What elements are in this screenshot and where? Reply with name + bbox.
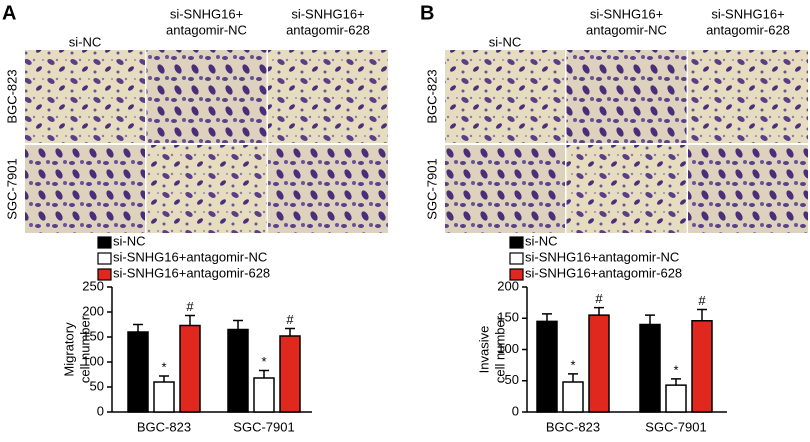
micrograph — [566, 145, 687, 233]
bar — [279, 335, 301, 413]
micrograph — [268, 145, 388, 233]
column-label: antagomir-NC — [586, 22, 667, 37]
significance-marker: * — [570, 357, 575, 372]
legend-label: si-NC — [525, 233, 558, 248]
bar — [536, 320, 558, 413]
significance-marker: # — [186, 299, 194, 314]
y-tick-label: 150 — [82, 328, 104, 343]
panel-letter: A — [2, 2, 16, 24]
micrograph — [146, 145, 267, 233]
y-axis-label: Migratory — [61, 322, 76, 377]
x-tick-label: SGC-7901 — [233, 419, 294, 434]
legend-label: si-SNHG16+antagomir-628 — [525, 265, 682, 280]
bar — [127, 331, 149, 413]
bar — [588, 314, 610, 413]
significance-marker: # — [286, 312, 294, 327]
y-tick-label: 50 — [90, 378, 104, 393]
bar — [691, 320, 713, 413]
significance-marker: # — [595, 291, 603, 306]
legend-swatch — [97, 252, 112, 265]
y-axis-label: Invasive — [476, 326, 491, 374]
bar — [253, 377, 275, 413]
legend-swatch — [97, 236, 112, 249]
y-tick-label: 0 — [512, 403, 519, 418]
row-label: BGC-823 — [424, 69, 439, 123]
y-tick-label: 250 — [82, 278, 104, 293]
bar — [153, 381, 175, 413]
row-label: BGC-823 — [4, 69, 19, 123]
micrograph — [445, 145, 565, 233]
micrograph — [268, 50, 388, 143]
legend-label: si-SNHG16+antagomir-628 — [113, 265, 270, 280]
row-label: SGC-7901 — [4, 158, 19, 219]
column-label: si-SNHG16+ — [711, 6, 784, 21]
y-tick-label: 150 — [497, 310, 519, 325]
significance-marker: * — [673, 362, 678, 377]
bar — [562, 381, 584, 413]
significance-marker: * — [161, 359, 166, 374]
column-label: si-SNHG16+ — [291, 6, 364, 21]
micrograph — [566, 50, 687, 143]
y-tick-label: 100 — [82, 353, 104, 368]
y-axis-label: cell number — [492, 315, 507, 383]
column-label: si-SNHG16+ — [170, 6, 243, 21]
column-label: antagomir-628 — [706, 22, 790, 37]
y-tick-label: 200 — [82, 303, 104, 318]
y-tick-label: 0 — [97, 403, 104, 418]
micrograph — [688, 50, 808, 143]
micrograph — [445, 50, 565, 143]
significance-marker: # — [698, 293, 706, 308]
micrograph — [146, 50, 267, 143]
micrograph — [25, 145, 145, 233]
legend-label: si-SNHG16+antagomir-NC — [525, 249, 679, 264]
legend-swatch — [509, 268, 524, 281]
x-tick-label: BGC-823 — [546, 419, 600, 434]
bar — [665, 384, 687, 413]
column-label: antagomir-628 — [286, 22, 370, 37]
y-tick-label: 100 — [497, 341, 519, 356]
bar — [179, 324, 201, 413]
column-label: si-NC — [489, 34, 522, 49]
legend-swatch — [509, 236, 524, 249]
legend-swatch — [97, 268, 112, 281]
bar — [639, 323, 661, 413]
legend-label: si-NC — [113, 233, 146, 248]
significance-marker: * — [261, 354, 266, 369]
micrograph — [25, 50, 145, 143]
y-tick-label: 200 — [497, 278, 519, 293]
panel-letter: B — [420, 2, 434, 24]
legend-label: si-SNHG16+antagomir-NC — [113, 249, 267, 264]
x-tick-label: BGC-823 — [137, 419, 191, 434]
bar — [227, 328, 249, 413]
y-axis-label: cell number — [77, 315, 92, 383]
column-label: si-NC — [69, 34, 102, 49]
column-label: si-SNHG16+ — [590, 6, 663, 21]
column-label: antagomir-NC — [166, 22, 247, 37]
row-label: SGC-7901 — [424, 158, 439, 219]
legend-swatch — [509, 252, 524, 265]
x-tick-label: SGC-7901 — [645, 419, 706, 434]
micrograph — [688, 145, 808, 233]
y-tick-label: 50 — [505, 372, 519, 387]
